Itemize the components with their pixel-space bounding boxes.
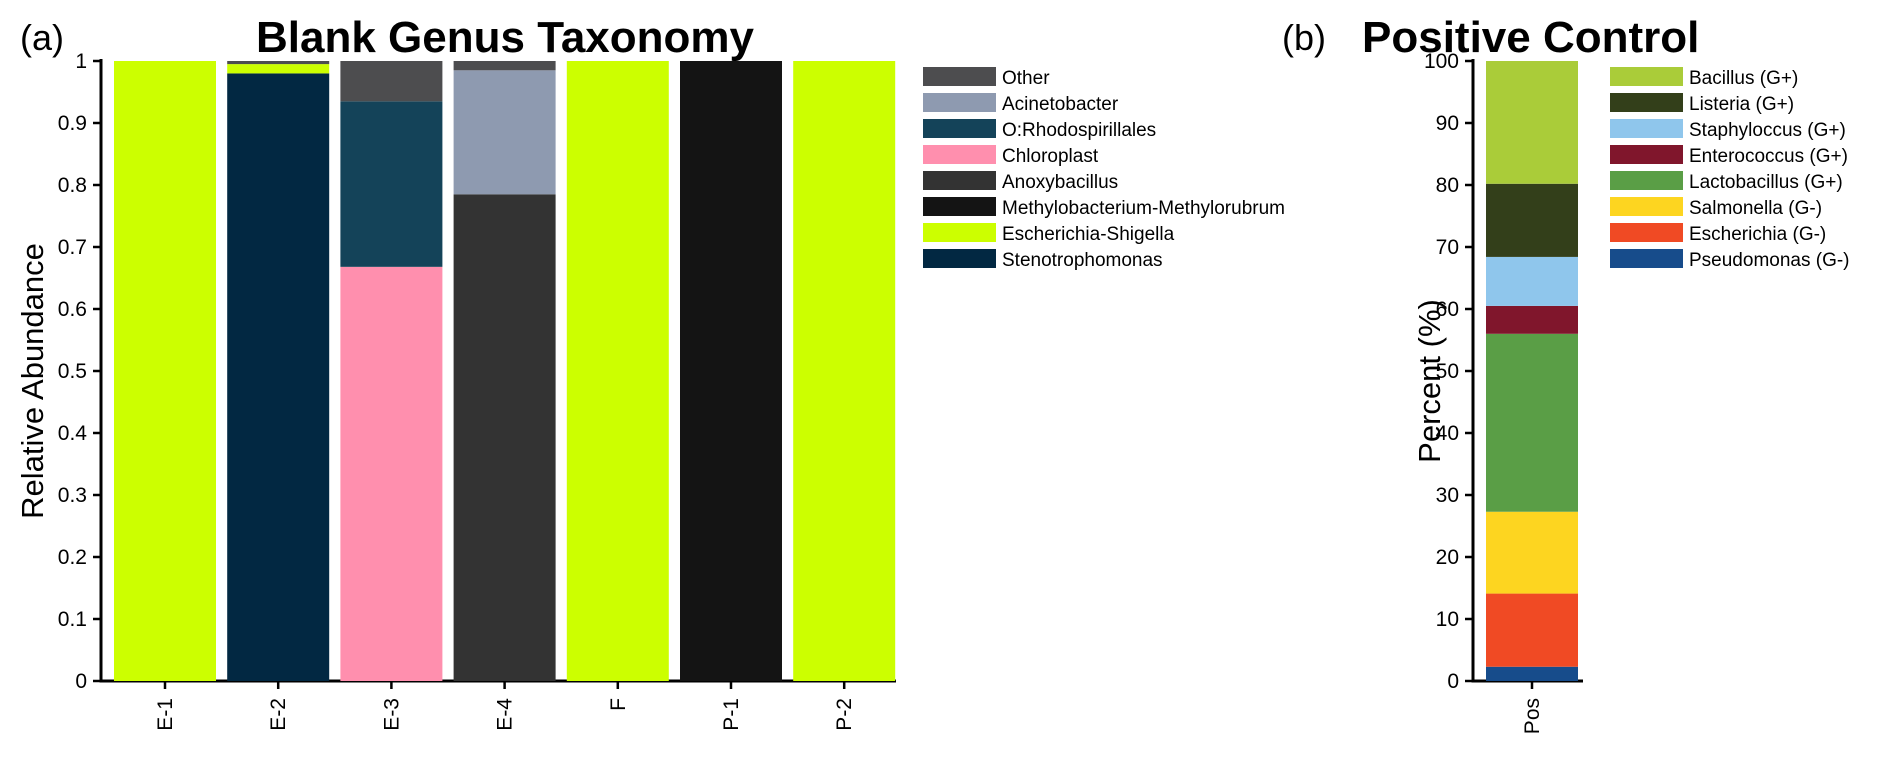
legend-swatch-chloroplast	[923, 145, 996, 164]
legend-swatch-escherichia-g	[1610, 223, 1683, 242]
bar-segment-pos-lactobacillus-g	[1486, 333, 1578, 512]
bar-segment-f-escherichia-shigella	[566, 61, 669, 681]
panel-b-title: Positive Control	[1362, 13, 1699, 62]
y-tick-label: 0	[75, 670, 87, 693]
legend-swatch-anoxybacillus	[923, 171, 996, 190]
legend-label-salmonella-g: Salmonella (G-)	[1689, 198, 1822, 219]
y-tick-label: 10	[1436, 608, 1459, 631]
y-tick-label: 30	[1436, 484, 1459, 507]
panel-b-ylabel: Percent (%)	[1412, 299, 1447, 463]
y-tick-label: 0.3	[58, 484, 87, 507]
legend-swatch-staphyloccus-g	[1610, 119, 1683, 138]
y-tick-label: 0.5	[58, 360, 87, 383]
x-tick-label-e-2: E-2	[267, 698, 290, 731]
legend-label-staphyloccus-g: Staphyloccus (G+)	[1689, 120, 1846, 141]
legend-swatch-methylobacterium-methylorubrum	[923, 197, 996, 216]
legend-label-methylobacterium-methylorubrum: Methylobacterium-Methylorubrum	[1002, 198, 1285, 219]
legend-label-listeria-g: Listeria (G+)	[1689, 94, 1794, 115]
x-tick-label-e-3: E-3	[380, 698, 403, 731]
legend-swatch-acinetobacter	[923, 93, 996, 112]
legend-swatch-stenotrophomonas	[923, 249, 996, 268]
bar-segment-p-1-methylobacterium-methylorubrum	[680, 61, 782, 681]
legend-swatch-o-rhodospirillales	[923, 119, 996, 138]
y-tick-label: 0.2	[58, 546, 87, 569]
panel-b-legend: Bacillus (G+) Listeria (G+) Staphyloccus (…	[1610, 67, 1850, 271]
legend-swatch-lactobacillus-g	[1610, 171, 1683, 190]
bar-segment-pos-staphyloccus-g	[1486, 256, 1578, 306]
y-tick-label: 0.6	[58, 298, 87, 321]
bar-segment-e-2-stenotrophomonas	[227, 73, 330, 681]
bar-segment-e-3-chloroplast	[340, 266, 443, 681]
bar-segment-e-3-other	[340, 61, 443, 102]
bar-segment-e-2-escherichia-shigella	[227, 64, 330, 74]
legend-swatch-pseudomonas-g	[1610, 249, 1683, 268]
bar-segment-pos-listeria-g	[1486, 183, 1578, 257]
panel-a-legend: Other Acinetobacter O:Rhodospirillales Chlo…	[923, 67, 1285, 271]
bar-segment-e-4-acinetobacter	[453, 70, 556, 195]
panel-b-label: (b)	[1282, 17, 1326, 58]
bar-segment-pos-bacillus-g	[1486, 61, 1578, 184]
legend-swatch-bacillus-g	[1610, 67, 1683, 86]
y-tick-label: 0.7	[58, 236, 87, 259]
bar-segment-pos-escherichia-g	[1486, 593, 1578, 667]
bar-segment-pos-pseudomonas-g	[1486, 666, 1578, 681]
legend-label-chloroplast: Chloroplast	[1002, 146, 1099, 167]
y-tick-label: 90	[1436, 112, 1459, 135]
panel-a-ylabel: Relative Abundance	[15, 243, 50, 519]
bar-segment-e-2-other	[227, 61, 330, 65]
y-tick-label: 80	[1436, 174, 1459, 197]
legend-label-acinetobacter: Acinetobacter	[1002, 94, 1119, 115]
legend-label-anoxybacillus: Anoxybacillus	[1002, 172, 1118, 193]
y-tick-label: 60	[1436, 298, 1459, 321]
legend-label-stenotrophomonas: Stenotrophomonas	[1002, 250, 1163, 271]
x-tick-label-e-1: E-1	[154, 698, 177, 731]
legend-label-lactobacillus-g: Lactobacillus (G+)	[1689, 172, 1843, 193]
legend-label-pseudomonas-g: Pseudomonas (G-)	[1689, 250, 1850, 271]
panel-a-title: Blank Genus Taxonomy	[256, 13, 754, 62]
y-tick-label: 0.8	[58, 174, 87, 197]
legend-label-bacillus-g: Bacillus (G+)	[1689, 68, 1798, 89]
legend-label-other: Other	[1002, 68, 1050, 89]
y-tick-label: 70	[1436, 236, 1459, 259]
x-tick-label-pos: Pos	[1521, 698, 1544, 734]
x-tick-label-f: F	[607, 698, 630, 711]
bar-segment-pos-salmonella-g	[1486, 511, 1578, 594]
y-tick-label: 100	[1424, 50, 1459, 73]
x-tick-label-p-1: P-1	[720, 698, 743, 731]
legend-swatch-listeria-g	[1610, 93, 1683, 112]
bar-segment-e-3-o-rhodospirillales	[340, 101, 443, 267]
panel-b-plot: 0 10 20 30 40 50 60 70 80 90 100 Pos	[1424, 50, 1583, 734]
x-tick-label-p-2: P-2	[833, 698, 856, 731]
bar-segment-e-1-escherichia-shigella	[114, 61, 216, 681]
y-tick-label: 0.9	[58, 112, 87, 135]
y-tick-label: 40	[1436, 422, 1459, 445]
legend-label-o-rhodospirillales: O:Rhodospirillales	[1002, 120, 1156, 141]
legend-swatch-escherichia-shigella	[923, 223, 996, 242]
legend-label-escherichia-g: Escherichia (G-)	[1689, 224, 1826, 245]
y-tick-label: 0.4	[58, 422, 88, 445]
y-tick-label: 0.1	[58, 608, 87, 631]
legend-swatch-other	[923, 67, 996, 86]
panel-a-label: (a)	[20, 17, 64, 58]
x-tick-label-e-4: E-4	[494, 698, 517, 731]
legend-swatch-salmonella-g	[1610, 197, 1683, 216]
bar-segment-e-4-other	[453, 61, 556, 71]
bar-segment-e-4-anoxybacillus	[453, 194, 556, 682]
bar-segment-pos-enterococcus-g	[1486, 305, 1578, 334]
legend-label-escherichia-shigella: Escherichia-Shigella	[1002, 224, 1175, 245]
legend-swatch-enterococcus-g	[1610, 145, 1683, 164]
bar-segment-p-2-escherichia-shigella	[793, 61, 896, 681]
panel-a-plot: 0 0.1 0.2 0.3 0.4 0.5 0.6 0.7 0.8 0.9 1 E-1 E-2 E-3 E-…	[58, 50, 896, 731]
y-tick-label: 1	[75, 50, 87, 73]
y-tick-label: 0	[1447, 670, 1459, 693]
y-tick-label: 50	[1436, 360, 1459, 383]
legend-label-enterococcus-g: Enterococcus (G+)	[1689, 146, 1848, 167]
y-tick-label: 20	[1436, 546, 1459, 569]
